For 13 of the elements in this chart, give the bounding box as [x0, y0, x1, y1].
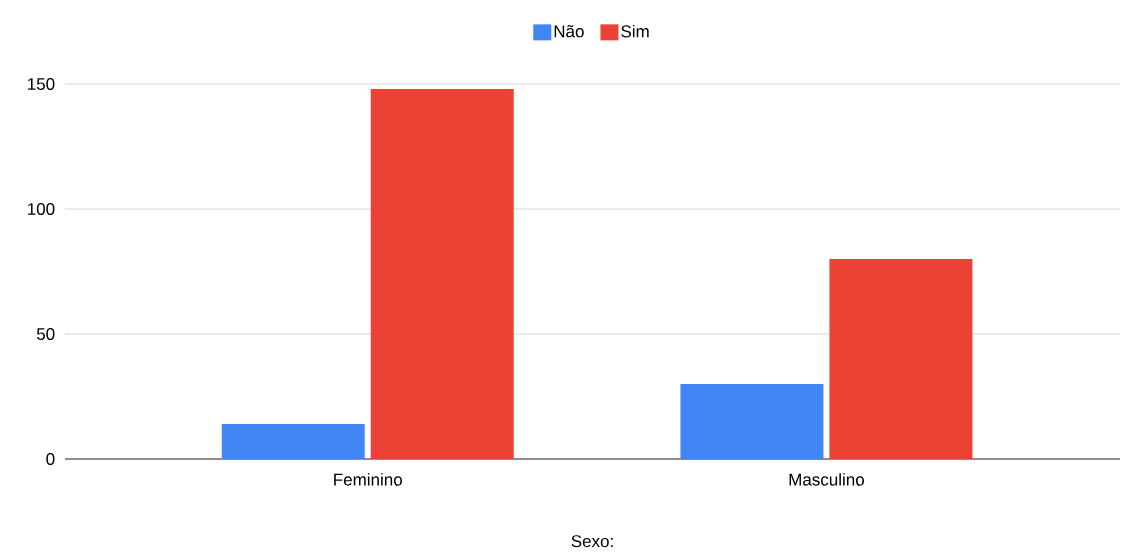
legend-label: Sim [621, 24, 649, 38]
x-axis-title: Sexo: [571, 535, 613, 548]
x-tick-label: Masculino [789, 473, 864, 486]
bar [680, 384, 824, 459]
bar [829, 259, 973, 459]
y-tick-label: 150 [28, 77, 55, 91]
legend-label: Não [554, 24, 584, 38]
y-tick-label: 0 [46, 452, 55, 466]
bar [221, 424, 365, 459]
y-tick-label: 100 [28, 202, 55, 216]
x-tick-label: Feminino [334, 473, 402, 486]
bar [370, 89, 514, 459]
y-tick-label: 50 [36, 327, 55, 341]
